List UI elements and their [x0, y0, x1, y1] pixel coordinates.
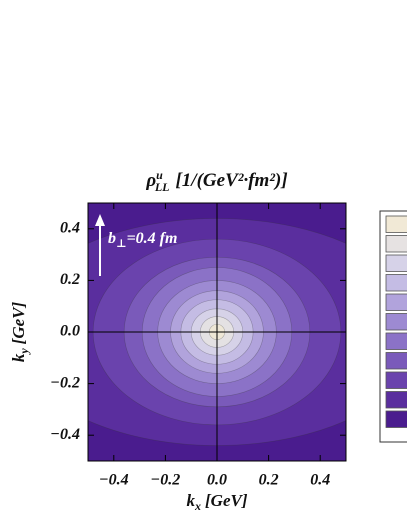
x-axis-label: kx [GeV] [187, 491, 248, 513]
title-subscript: LL [154, 180, 170, 194]
y-tick-label: −0.4 [50, 426, 80, 443]
legend-swatch [385, 313, 407, 331]
annotation-symbol: b [108, 230, 116, 247]
legend-swatch [385, 391, 407, 409]
annotation-arrowhead [95, 214, 105, 226]
legend-swatch [385, 254, 407, 272]
legend-swatch [385, 332, 407, 350]
legend-swatch [385, 371, 407, 389]
legend-swatch [385, 410, 407, 428]
y-tick-label: 0.2 [60, 271, 80, 288]
y-tick-label: 0.4 [60, 219, 80, 236]
y-label-symbol: k [9, 353, 28, 362]
y-label-units: [GeV] [9, 302, 28, 345]
annotation-text: =0.4 fm [127, 230, 178, 247]
title-superscript: u [156, 168, 163, 182]
title-symbol: ρ [145, 170, 156, 191]
x-tick-label: −0.4 [99, 472, 129, 489]
chart-title: ρu LL [1/(GeV²·fm²)] [145, 168, 287, 194]
annotation: b⊥=0.4 fm [108, 230, 177, 250]
y-label-subscript: y [17, 348, 31, 356]
title-units: [1/(GeV²·fm²)] [175, 170, 287, 191]
x-tick-label: 0.2 [259, 472, 279, 489]
legend-swatch [385, 293, 407, 311]
y-tick-label: −0.2 [50, 374, 80, 391]
x-tick-label: −0.2 [151, 472, 181, 489]
x-tick-label: 0.0 [207, 472, 227, 489]
x-label-symbol: k [187, 491, 196, 510]
x-label-units: [GeV] [205, 491, 248, 510]
legend-swatch [385, 215, 407, 233]
legend-swatch [385, 352, 407, 370]
y-tick-label: 0.0 [60, 323, 80, 340]
legend-swatch [385, 274, 407, 292]
x-label-subscript: x [194, 499, 201, 513]
legend-swatch [385, 235, 407, 253]
y-axis-label: ky [GeV] [9, 302, 31, 363]
annotation-subscript: ⊥ [116, 238, 127, 250]
x-tick-label: 0.4 [310, 472, 330, 489]
